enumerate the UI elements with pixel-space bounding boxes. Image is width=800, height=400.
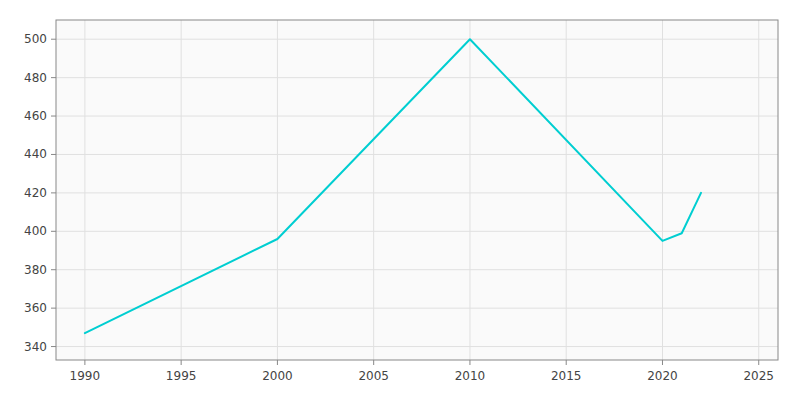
y-tick — [51, 308, 56, 309]
x-grid-line — [181, 20, 182, 360]
y-tick — [51, 346, 56, 347]
y-tick — [51, 154, 56, 155]
y-tick — [51, 192, 56, 193]
data-layer — [85, 39, 701, 333]
x-grid-line — [758, 20, 759, 360]
y-grid-line — [56, 346, 778, 347]
plot-background — [56, 20, 778, 360]
x-tick-label: 2025 — [743, 369, 774, 383]
axes: 1990 1995 2000 2005 2010 2015 2020 2025 340 360 38… — [24, 20, 778, 383]
x-tick — [277, 360, 278, 365]
x-tick — [566, 360, 567, 365]
x-tick-label: 1990 — [70, 369, 101, 383]
x-tick-label: 2015 — [551, 369, 582, 383]
x-tick — [469, 360, 470, 365]
y-grid-line — [56, 231, 778, 232]
y-tick-label: 380 — [24, 263, 47, 277]
line — [85, 39, 701, 333]
y-tick-label: 360 — [24, 301, 47, 315]
y-tick-label: 500 — [24, 32, 47, 46]
x-tick-label: 2000 — [262, 369, 293, 383]
x-tick — [181, 360, 182, 365]
y-tick — [51, 77, 56, 78]
grid — [56, 20, 778, 360]
y-grid-line — [56, 77, 778, 78]
page: {"chart_data": {"type": "line", "x": [19… — [0, 0, 800, 400]
y-tick — [51, 39, 56, 40]
y-tick — [51, 269, 56, 270]
x-grid-line — [662, 20, 663, 360]
y-grid-line — [56, 116, 778, 117]
y-grid-line — [56, 39, 778, 40]
chart: 1990 1995 2000 2005 2010 2015 2020 2025 340 360 38… — [0, 0, 800, 400]
x-grid-line — [373, 20, 374, 360]
y-tick-label: 460 — [24, 109, 47, 123]
x-tick — [373, 360, 374, 365]
y-grid-line — [56, 308, 778, 309]
y-tick-label: 440 — [24, 147, 47, 161]
x-tick-label: 2010 — [455, 369, 486, 383]
y-tick-label: 480 — [24, 71, 47, 85]
x-tick — [662, 360, 663, 365]
x-grid-line — [277, 20, 278, 360]
x-grid-line — [469, 20, 470, 360]
x-grid-line — [566, 20, 567, 360]
x-tick-label: 1995 — [166, 369, 197, 383]
y-tick-label: 420 — [24, 186, 47, 200]
x-tick — [84, 360, 85, 365]
y-tick — [51, 231, 56, 232]
y-tick-label: 340 — [24, 340, 47, 354]
x-tick-label: 2005 — [358, 369, 389, 383]
y-grid-line — [56, 192, 778, 193]
y-tick-label: 400 — [24, 224, 47, 238]
y-grid-line — [56, 154, 778, 155]
x-tick — [758, 360, 759, 365]
y-tick — [51, 116, 56, 117]
x-tick-label: 2020 — [647, 369, 678, 383]
plot-frame — [56, 20, 778, 360]
y-grid-line — [56, 269, 778, 270]
x-grid-line — [84, 20, 85, 360]
